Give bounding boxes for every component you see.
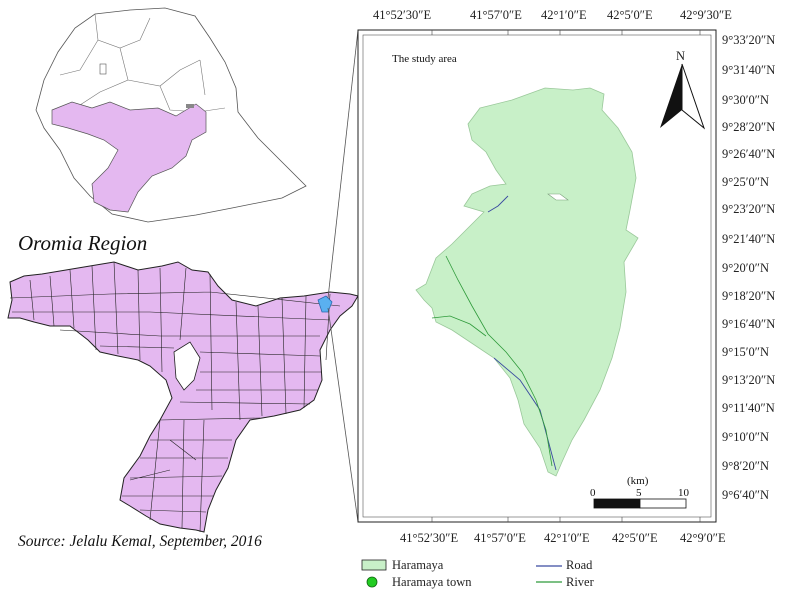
- lat-tick-13: 9°13′20″N: [722, 373, 775, 387]
- road-line: [487, 195, 557, 471]
- legend-town-label: Haramaya town: [392, 575, 472, 589]
- oromia-region-title: Oromia Region: [18, 231, 147, 255]
- scale-unit: (km): [627, 475, 649, 487]
- haramaya-lake: [547, 193, 569, 201]
- bottom-tick-2: 41°57′0″E: [474, 531, 526, 545]
- lat-tick-8: 9°21′40″N: [722, 232, 775, 246]
- source-caption: Source: Jelalu Kemal, September, 2016: [18, 533, 262, 550]
- oromia-region-map: [7, 261, 359, 533]
- lat-tick-7: 9°23′20″N: [722, 202, 775, 216]
- lat-tick-4: 9°28′20″N: [722, 120, 775, 134]
- oromia-in-ethiopia: [51, 101, 207, 213]
- scale-label-10: 10: [678, 487, 690, 499]
- bottom-tick-5: 42°9′0″E: [680, 531, 726, 545]
- lat-tick-15: 9°10′0″N: [722, 430, 769, 444]
- lat-tick-9: 9°20′0″N: [722, 261, 769, 275]
- lat-tick-17: 9°6′40″N: [722, 488, 769, 502]
- legend-town-symbol: [366, 576, 378, 588]
- lat-tick-12: 9°15′0″N: [722, 345, 769, 359]
- north-label: N: [676, 49, 685, 63]
- right-latitude-ticks: 9°33′20″N 9°31′40″N 9°30′0″N 9°28′20″N 9…: [722, 33, 775, 502]
- study-area-map: N The study area (km) 0 5 10: [357, 29, 717, 523]
- lat-tick-6: 9°25′0″N: [722, 175, 769, 189]
- top-tick-2: 41°57′0″E: [470, 8, 522, 22]
- oromia-region-shape: [7, 261, 359, 533]
- oromia-interior-gap: [173, 341, 201, 391]
- legend-road-label: Road: [566, 558, 593, 572]
- legend: Haramaya Haramaya town Road River: [361, 558, 595, 589]
- legend-haramaya-swatch: [361, 559, 387, 571]
- lat-tick-3: 9°30′0″N: [722, 93, 769, 107]
- top-tick-1: 41°52′30″E: [373, 8, 431, 22]
- scale-label-5: 5: [636, 487, 642, 499]
- bottom-tick-4: 42°5′0″E: [612, 531, 658, 545]
- lat-tick-10: 9°18′20″N: [722, 289, 775, 303]
- study-area-label: The study area: [392, 53, 457, 65]
- river-line: [431, 255, 553, 467]
- lat-tick-14: 9°11′40″N: [722, 401, 775, 415]
- lat-tick-2: 9°31′40″N: [722, 63, 775, 77]
- top-tick-5: 42°9′30″E: [680, 8, 732, 22]
- lat-tick-11: 9°16′40″N: [722, 317, 775, 331]
- haramaya-district: [415, 87, 639, 477]
- north-arrow: [660, 63, 706, 130]
- haramaya-highlight: [317, 295, 333, 313]
- zoom-line-bottom: [327, 307, 359, 523]
- legend-river-label: River: [566, 575, 595, 589]
- top-tick-3: 42°1′0″E: [541, 8, 587, 22]
- oromia-district-lines: [9, 261, 341, 533]
- zoom-line-top: [327, 29, 359, 299]
- bottom-tick-3: 42°1′0″E: [544, 531, 590, 545]
- top-tick-4: 42°5′0″E: [607, 8, 653, 22]
- bottom-tick-1: 41°52′30″E: [400, 531, 458, 545]
- lat-tick-5: 9°26′40″N: [722, 147, 775, 161]
- frame-ticks: [431, 30, 701, 522]
- ethiopia-overview-map: [35, 7, 307, 223]
- scale-label-0: 0: [590, 487, 596, 499]
- scale-bar: [593, 498, 687, 509]
- lat-tick-16: 9°8′20″N: [722, 459, 769, 473]
- legend-haramaya-label: Haramaya: [392, 558, 444, 572]
- lat-tick-1: 9°33′20″N: [722, 33, 775, 47]
